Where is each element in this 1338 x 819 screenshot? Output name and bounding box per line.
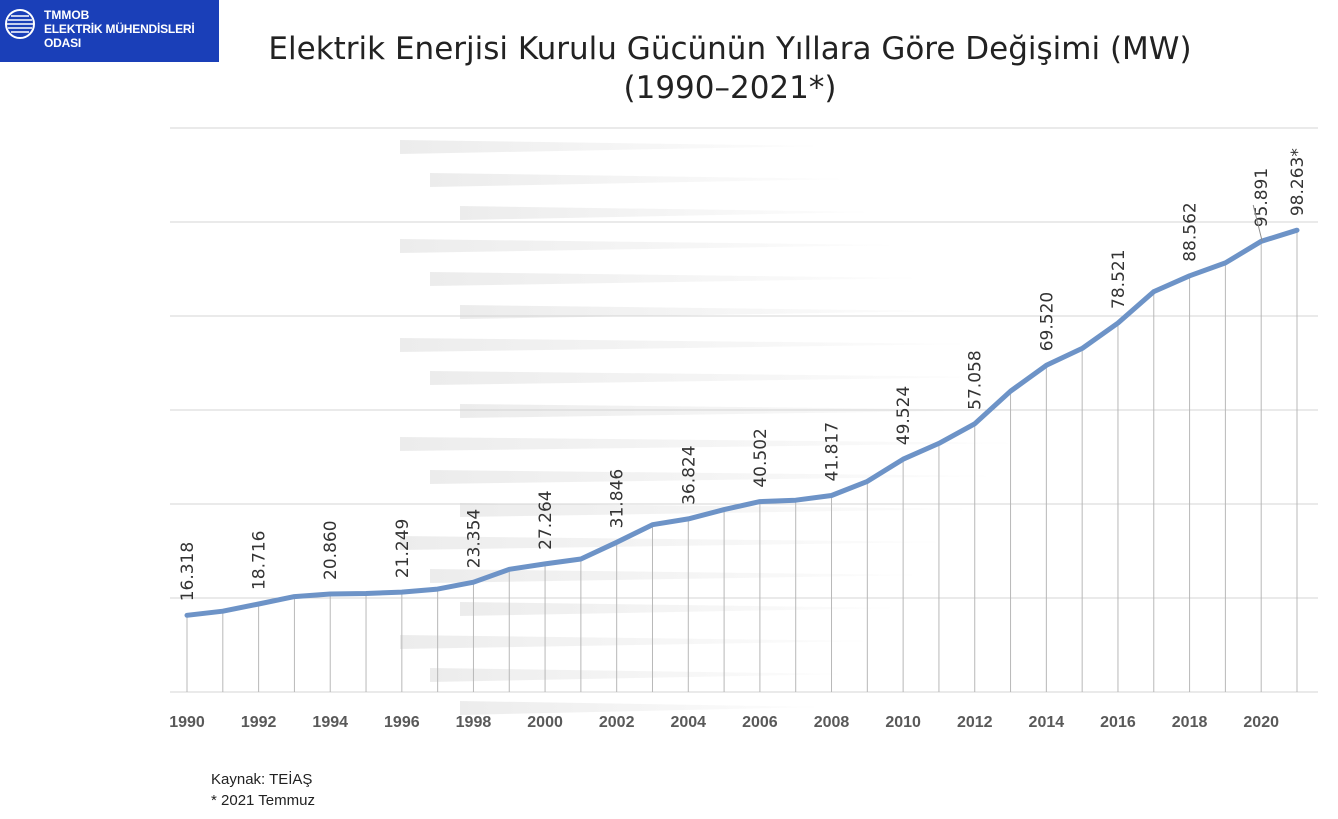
x-tick-label: 2002 — [599, 714, 635, 731]
watermark-stripe — [400, 536, 945, 550]
watermark-stripe — [460, 701, 820, 715]
x-tick-label: 2008 — [814, 714, 850, 731]
x-tick-labels: 1990 1992 1994 1996 1998 2000 2002 2004 2006 2008… — [169, 714, 1279, 731]
watermark-stripe — [400, 338, 970, 352]
x-tick-label: 1994 — [312, 714, 348, 731]
background-watermark — [400, 140, 1020, 715]
data-label: 21.249 — [393, 519, 413, 578]
watermark-stripe — [460, 404, 1020, 418]
data-label: 95.891 — [1252, 168, 1272, 227]
data-label: 18.716 — [250, 531, 270, 590]
data-label: 69.520 — [1037, 292, 1057, 351]
series-path — [184, 227, 1300, 618]
x-tick-label: 2012 — [957, 714, 993, 731]
logo-line2: ELEKTRİK MÜHENDİSLERİ ODASI — [44, 22, 195, 50]
x-tick-label: 1992 — [241, 714, 277, 731]
x-tick-label: 2014 — [1029, 714, 1065, 731]
watermark-stripe — [400, 635, 870, 649]
watermark-stripe — [430, 569, 920, 583]
logo: TMMOB ELEKTRİK MÜHENDİSLERİ ODASI — [0, 0, 219, 62]
watermark-stripe — [460, 206, 870, 220]
x-tick-label: 2016 — [1100, 714, 1136, 731]
x-tick-label: 2020 — [1243, 714, 1279, 731]
x-tick-label: 2000 — [527, 714, 563, 731]
chart-title: Elektrik Enerjisi Kurulu Gücünün Yıllara… — [268, 31, 1192, 67]
grid-lines — [170, 127, 1318, 693]
watermark-stripe — [430, 470, 995, 484]
x-tick-label: 2010 — [885, 714, 921, 731]
x-tick-label: 1990 — [169, 714, 205, 731]
watermark-stripe — [430, 173, 845, 187]
watermark-stripe — [460, 305, 945, 319]
data-label: 36.824 — [679, 445, 699, 504]
data-label: 31.846 — [608, 469, 628, 528]
watermark-stripe — [430, 668, 845, 682]
data-label: 20.860 — [321, 520, 341, 579]
data-label: 41.817 — [823, 422, 843, 481]
source-note: Kaynak: TEİAŞ — [211, 771, 313, 788]
watermark-stripe — [430, 272, 920, 286]
x-tick-label: 2006 — [742, 714, 778, 731]
data-label: 57.058 — [966, 350, 986, 409]
x-tick-label: 1996 — [384, 714, 420, 731]
x-tick-label: 1998 — [456, 714, 492, 731]
series-line — [184, 227, 1300, 618]
watermark-stripe — [460, 602, 895, 616]
x-tick-label: 2018 — [1172, 714, 1208, 731]
data-label: 16.318 — [178, 542, 198, 601]
data-labels: 16.318 18.716 20.860 21.249 23.354 27.264 31.8… — [178, 148, 1308, 601]
leader-line — [1252, 204, 1263, 242]
data-label: 40.502 — [751, 428, 771, 487]
data-label: 98.263* — [1288, 148, 1308, 216]
footnote: * 2021 Temmuz — [211, 792, 315, 809]
watermark-stripe — [400, 437, 1020, 451]
drop-lines — [186, 230, 1298, 692]
watermark-stripe — [430, 371, 995, 385]
data-label: 49.524 — [894, 386, 914, 445]
data-label: 27.264 — [536, 490, 556, 549]
data-label: 78.521 — [1109, 249, 1129, 308]
watermark-stripe — [400, 140, 820, 154]
data-label: 88.562 — [1181, 202, 1201, 261]
logo-line1: TMMOB — [44, 8, 90, 22]
x-tick-label: 2004 — [670, 714, 706, 731]
logo-emblem-icon — [5, 9, 35, 39]
chart-subtitle: (1990–2021*) — [623, 70, 837, 106]
watermark-stripe — [400, 239, 895, 253]
chart-title-block: Elektrik Enerjisi Kurulu Gücünün Yıllara… — [230, 30, 1230, 108]
data-label: 23.354 — [464, 509, 484, 568]
